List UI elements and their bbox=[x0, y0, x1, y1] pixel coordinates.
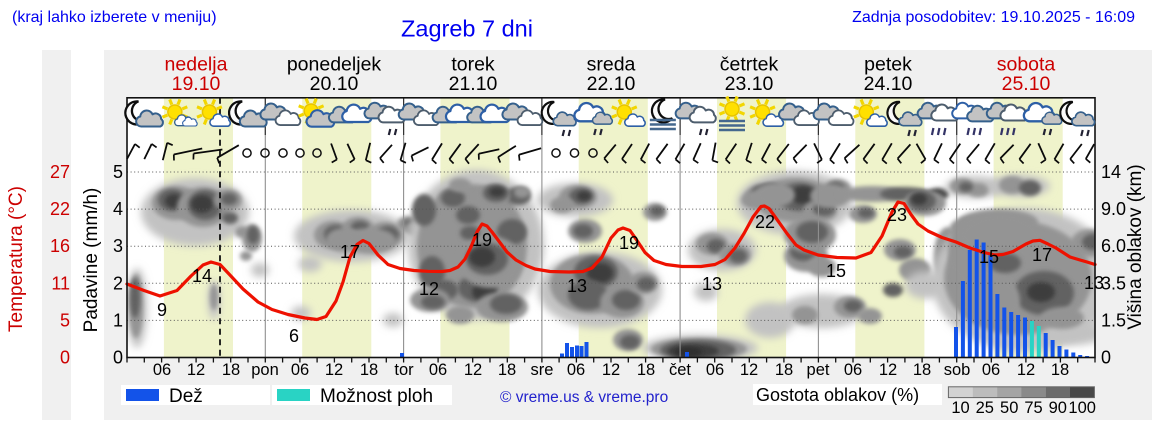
svg-text:9: 9 bbox=[157, 300, 167, 320]
svg-text:© vreme.us & vreme.pro: © vreme.us & vreme.pro bbox=[500, 389, 668, 406]
svg-text:0: 0 bbox=[60, 348, 70, 368]
svg-text:sobota: sobota bbox=[997, 54, 1056, 76]
svg-text:06: 06 bbox=[153, 361, 171, 379]
svg-text:18: 18 bbox=[1051, 361, 1069, 379]
svg-text:22: 22 bbox=[50, 199, 70, 219]
svg-text:5: 5 bbox=[113, 162, 123, 182]
svg-text:19: 19 bbox=[472, 230, 492, 250]
svg-text:petek: petek bbox=[864, 54, 912, 76]
svg-text:0: 0 bbox=[113, 348, 123, 368]
svg-text:17: 17 bbox=[1032, 245, 1052, 265]
svg-text:nedelja: nedelja bbox=[165, 54, 228, 76]
svg-text:18: 18 bbox=[222, 361, 240, 379]
svg-text:(kraj lahko izberete v meniju): (kraj lahko izberete v meniju) bbox=[12, 9, 217, 26]
svg-text:6: 6 bbox=[289, 326, 299, 346]
svg-text:18: 18 bbox=[775, 361, 793, 379]
svg-text:22.10: 22.10 bbox=[587, 73, 636, 95]
svg-text:25.10: 25.10 bbox=[1002, 73, 1051, 95]
svg-text:13: 13 bbox=[567, 276, 587, 296]
svg-text:sre: sre bbox=[531, 361, 554, 379]
svg-text:3: 3 bbox=[113, 236, 123, 256]
svg-text:14: 14 bbox=[1101, 162, 1121, 182]
svg-text:15: 15 bbox=[826, 261, 846, 281]
svg-text:13: 13 bbox=[1084, 273, 1104, 293]
svg-text:Zagreb 7 dni: Zagreb 7 dni bbox=[401, 16, 533, 42]
svg-text:12: 12 bbox=[187, 361, 205, 379]
svg-text:četrtek: četrtek bbox=[720, 54, 779, 76]
svg-text:23.10: 23.10 bbox=[725, 73, 774, 95]
svg-text:10: 10 bbox=[951, 399, 969, 417]
svg-text:14: 14 bbox=[192, 266, 212, 286]
svg-text:13: 13 bbox=[702, 274, 722, 294]
svg-text:27: 27 bbox=[50, 162, 70, 182]
svg-text:06: 06 bbox=[567, 361, 585, 379]
svg-text:12: 12 bbox=[1017, 361, 1035, 379]
svg-text:19.10: 19.10 bbox=[172, 73, 221, 95]
svg-text:Gostota oblakov (%): Gostota oblakov (%) bbox=[756, 385, 919, 405]
svg-text:1: 1 bbox=[113, 310, 123, 330]
svg-text:pet: pet bbox=[807, 361, 830, 379]
svg-text:17: 17 bbox=[340, 242, 360, 262]
svg-text:06: 06 bbox=[291, 361, 309, 379]
svg-text:19: 19 bbox=[619, 233, 639, 253]
svg-text:ponedeljek: ponedeljek bbox=[287, 54, 382, 76]
svg-text:21.10: 21.10 bbox=[449, 73, 498, 95]
svg-text:Dež: Dež bbox=[169, 386, 203, 407]
svg-text:5: 5 bbox=[60, 310, 70, 330]
svg-text:16: 16 bbox=[50, 236, 70, 256]
svg-text:15: 15 bbox=[979, 247, 999, 267]
svg-text:3.5: 3.5 bbox=[1101, 273, 1126, 293]
svg-text:pon: pon bbox=[251, 361, 279, 379]
svg-text:torek: torek bbox=[451, 54, 495, 76]
svg-text:tor: tor bbox=[394, 361, 414, 379]
svg-text:12: 12 bbox=[740, 361, 758, 379]
svg-text:18: 18 bbox=[913, 361, 931, 379]
svg-text:11: 11 bbox=[51, 273, 70, 293]
svg-text:06: 06 bbox=[982, 361, 1000, 379]
svg-text:Padavine (mm/h): Padavine (mm/h) bbox=[81, 188, 102, 333]
svg-text:18: 18 bbox=[360, 361, 378, 379]
svg-text:12: 12 bbox=[464, 361, 482, 379]
svg-text:06: 06 bbox=[844, 361, 862, 379]
svg-text:18: 18 bbox=[498, 361, 516, 379]
svg-text:9.0: 9.0 bbox=[1101, 199, 1126, 219]
svg-text:24.10: 24.10 bbox=[864, 73, 913, 95]
svg-text:6.0: 6.0 bbox=[1101, 236, 1126, 256]
svg-text:0: 0 bbox=[1101, 348, 1111, 368]
svg-text:100: 100 bbox=[1068, 399, 1096, 417]
svg-text:25: 25 bbox=[976, 399, 994, 417]
svg-text:čet: čet bbox=[669, 361, 691, 379]
svg-text:75: 75 bbox=[1024, 399, 1042, 417]
svg-text:12: 12 bbox=[602, 361, 620, 379]
svg-text:sob: sob bbox=[944, 361, 971, 379]
svg-text:Temperatura (°C): Temperatura (°C) bbox=[6, 186, 27, 332]
svg-text:Možnost ploh: Možnost ploh bbox=[320, 386, 433, 407]
svg-text:Zadnja posodobitev: 19.10.2025: Zadnja posodobitev: 19.10.2025 - 16:09 bbox=[852, 9, 1135, 26]
svg-text:06: 06 bbox=[429, 361, 447, 379]
svg-text:20.10: 20.10 bbox=[310, 73, 359, 95]
svg-text:23: 23 bbox=[887, 205, 907, 225]
svg-text:12: 12 bbox=[419, 279, 439, 299]
svg-text:50: 50 bbox=[1000, 399, 1018, 417]
svg-text:2: 2 bbox=[113, 273, 123, 293]
svg-text:4: 4 bbox=[113, 199, 123, 219]
svg-text:1.5: 1.5 bbox=[1101, 310, 1126, 330]
svg-text:22: 22 bbox=[755, 212, 775, 232]
svg-text:90: 90 bbox=[1049, 399, 1067, 417]
svg-text:sreda: sreda bbox=[587, 54, 636, 76]
svg-text:Višina oblakov (km): Višina oblakov (km) bbox=[1125, 164, 1146, 329]
svg-text:06: 06 bbox=[706, 361, 724, 379]
svg-text:12: 12 bbox=[325, 361, 343, 379]
svg-text:18: 18 bbox=[637, 361, 655, 379]
svg-text:12: 12 bbox=[879, 361, 897, 379]
